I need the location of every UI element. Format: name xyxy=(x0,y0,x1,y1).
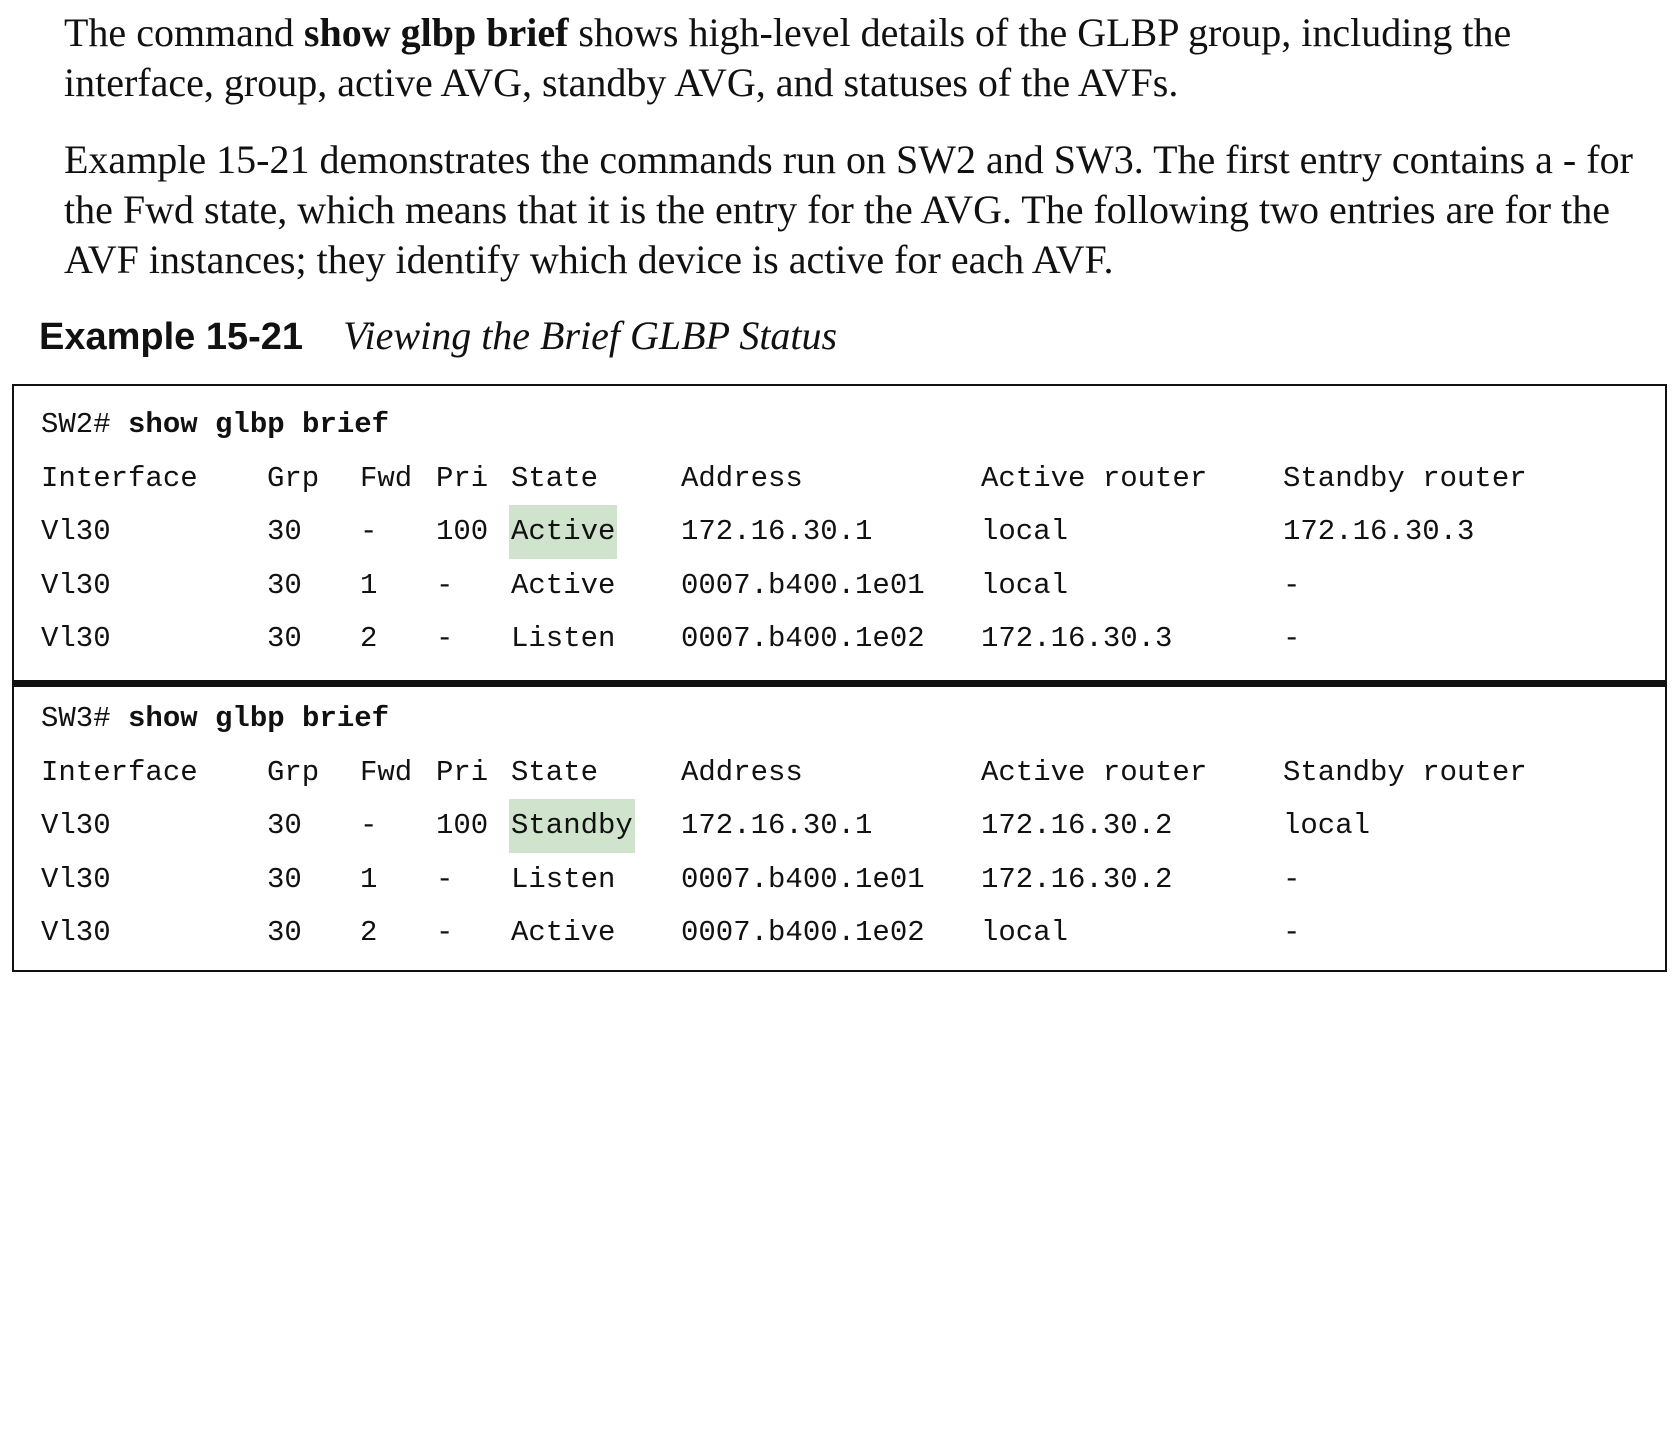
cell-fwd: 1 xyxy=(360,862,378,896)
cell-address: 0007.b400.1e01 xyxy=(681,862,925,896)
cell-interface: Vl30 xyxy=(41,809,111,842)
cell-pri: - xyxy=(436,622,454,655)
header-pri: Pri xyxy=(436,755,489,789)
table-row: Vl30 30 - 100 Standby 172.16.30.1 172.16… xyxy=(14,799,1664,853)
cell-grp: 30 xyxy=(267,568,302,602)
cell-active-router: local xyxy=(981,515,1069,548)
intro-text: The command xyxy=(64,10,304,55)
cell-standby-router: 172.16.30.3 xyxy=(1283,515,1475,548)
header-grp: Grp xyxy=(267,461,320,495)
cell-interface: Vl30 xyxy=(41,515,111,548)
header-address: Address xyxy=(681,461,803,495)
example-caption: Example 15-21 Viewing the Brief GLBP Stat… xyxy=(39,312,837,359)
intro-text: shows high-level details of the GLBP gro… xyxy=(64,10,1512,105)
header-state: State xyxy=(511,755,599,789)
cell-fwd: - xyxy=(360,515,378,548)
cell-active-router: 172.16.30.2 xyxy=(981,862,1173,896)
command-line: SW3# show glbp brief xyxy=(14,692,1664,746)
cell-address: 0007.b400.1e02 xyxy=(681,916,925,949)
intro-paragraph-1: The command show glbp brief shows high-l… xyxy=(64,8,1664,108)
cell-state: Active xyxy=(511,916,616,949)
header-state: State xyxy=(511,461,599,495)
cell-state: Listen xyxy=(511,622,616,655)
table-row: Vl30 30 2 - Active 0007.b400.1e02 local … xyxy=(14,906,1664,960)
cell-state: Active xyxy=(511,568,616,602)
cell-state: Listen xyxy=(511,862,616,896)
cli-command: show glbp brief xyxy=(128,702,390,735)
sw2-output: SW2# show glbp brief Interface Grp Fwd P… xyxy=(14,398,1664,666)
cell-standby-router: - xyxy=(1283,568,1301,602)
command-emphasis: show glbp brief xyxy=(303,10,569,55)
example-label: Example 15-21 xyxy=(39,316,304,358)
header-standby-router: Standby router xyxy=(1283,755,1527,789)
cell-fwd: 2 xyxy=(360,622,378,655)
cell-pri: 100 xyxy=(436,809,489,842)
cell-standby-router: - xyxy=(1283,862,1301,896)
cell-pri: - xyxy=(436,862,454,896)
header-fwd: Fwd xyxy=(360,755,413,789)
cell-fwd: 1 xyxy=(360,568,378,602)
cell-active-router: local xyxy=(981,916,1069,949)
header-standby-router: Standby router xyxy=(1283,461,1527,495)
cell-address: 0007.b400.1e02 xyxy=(681,622,925,655)
cell-state-highlighted: Standby xyxy=(509,799,635,853)
cell-address: 172.16.30.1 xyxy=(681,809,873,842)
header-fwd: Fwd xyxy=(360,461,413,495)
cell-active-router: 172.16.30.3 xyxy=(981,622,1173,655)
section-divider xyxy=(12,680,1667,687)
cell-grp: 30 xyxy=(267,916,302,949)
header-pri: Pri xyxy=(436,461,489,495)
cell-standby-router: - xyxy=(1283,622,1301,655)
cell-interface: Vl30 xyxy=(41,862,111,896)
cell-standby-router: local xyxy=(1283,809,1371,842)
header-row: Interface Grp Fwd Pri State Address Acti… xyxy=(14,452,1664,506)
command-entry: SW3# show glbp brief xyxy=(41,692,389,746)
cell-active-router: 172.16.30.2 xyxy=(981,809,1173,842)
table-row: Vl30 30 2 - Listen 0007.b400.1e02 172.16… xyxy=(14,612,1664,666)
cli-prompt: SW2# xyxy=(41,408,129,441)
cell-interface: Vl30 xyxy=(41,622,111,655)
cell-pri: - xyxy=(436,568,454,602)
cell-grp: 30 xyxy=(267,809,302,842)
command-entry: SW2# show glbp brief xyxy=(41,398,389,452)
header-row: Interface Grp Fwd Pri State Address Acti… xyxy=(14,746,1664,800)
header-interface: Interface xyxy=(41,755,198,789)
header-interface: Interface xyxy=(41,461,198,495)
table-row: Vl30 30 - 100 Active 172.16.30.1 local 1… xyxy=(14,505,1664,559)
cell-grp: 30 xyxy=(267,862,302,896)
cli-command: show glbp brief xyxy=(128,408,390,441)
cell-interface: Vl30 xyxy=(41,568,111,602)
cell-pri: 100 xyxy=(436,515,489,548)
cell-grp: 30 xyxy=(267,622,302,655)
cli-prompt: SW3# xyxy=(41,702,129,735)
header-address: Address xyxy=(681,755,803,789)
cell-address: 172.16.30.1 xyxy=(681,515,873,548)
example-title: Viewing the Brief GLBP Status xyxy=(343,313,838,358)
header-grp: Grp xyxy=(267,755,320,789)
table-row: Vl30 30 1 - Active 0007.b400.1e01 local … xyxy=(14,559,1664,613)
table-row: Vl30 30 1 - Listen 0007.b400.1e01 172.16… xyxy=(14,853,1664,907)
command-line: SW2# show glbp brief xyxy=(14,398,1664,452)
cell-grp: 30 xyxy=(267,515,302,548)
cell-active-router: local xyxy=(981,568,1069,602)
sw3-output: SW3# show glbp brief Interface Grp Fwd P… xyxy=(14,692,1664,960)
cell-address: 0007.b400.1e01 xyxy=(681,568,925,602)
intro-paragraph-2: Example 15-21 demonstrates the commands … xyxy=(64,137,1633,282)
cell-fwd: - xyxy=(360,809,378,842)
cell-interface: Vl30 xyxy=(41,916,111,949)
cell-state-highlighted: Active xyxy=(509,505,618,559)
cell-pri: - xyxy=(436,916,454,949)
header-active-router: Active router xyxy=(981,461,1208,495)
cell-fwd: 2 xyxy=(360,916,378,949)
header-active-router: Active router xyxy=(981,755,1208,789)
example-box xyxy=(12,384,1667,972)
cell-standby-router: - xyxy=(1283,916,1301,949)
